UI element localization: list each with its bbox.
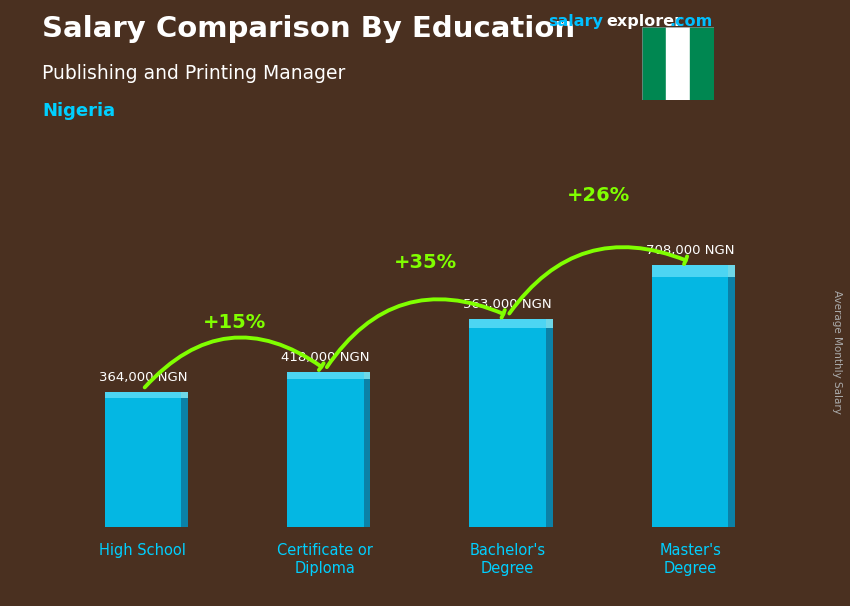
Text: 563,000 NGN: 563,000 NGN [463, 298, 552, 310]
Bar [287, 373, 364, 527]
Bar [105, 393, 181, 527]
Bar [728, 265, 735, 527]
Bar [642, 27, 666, 100]
Text: Nigeria: Nigeria [42, 102, 116, 120]
Bar [181, 393, 188, 527]
Bar [364, 373, 371, 379]
Bar [546, 319, 553, 527]
Bar [728, 265, 735, 277]
Bar [364, 373, 371, 527]
Bar [469, 319, 546, 328]
Bar [690, 27, 714, 100]
Text: Average Monthly Salary: Average Monthly Salary [832, 290, 842, 413]
Bar [666, 27, 690, 100]
Text: .com: .com [670, 14, 713, 29]
Bar [287, 373, 364, 379]
Bar [469, 319, 546, 527]
Text: +26%: +26% [567, 186, 631, 205]
Bar [652, 265, 728, 527]
Text: Salary Comparison By Education: Salary Comparison By Education [42, 15, 575, 43]
Text: explorer: explorer [606, 14, 683, 29]
Bar [105, 393, 181, 399]
Text: +35%: +35% [394, 253, 457, 272]
Bar [652, 265, 728, 277]
Text: Publishing and Printing Manager: Publishing and Printing Manager [42, 64, 346, 82]
Bar [546, 319, 553, 328]
Text: salary: salary [548, 14, 604, 29]
Text: +15%: +15% [202, 313, 266, 333]
Text: 418,000 NGN: 418,000 NGN [281, 351, 370, 364]
Text: 364,000 NGN: 364,000 NGN [99, 371, 187, 384]
Bar [181, 393, 188, 399]
Text: 708,000 NGN: 708,000 NGN [646, 244, 734, 257]
